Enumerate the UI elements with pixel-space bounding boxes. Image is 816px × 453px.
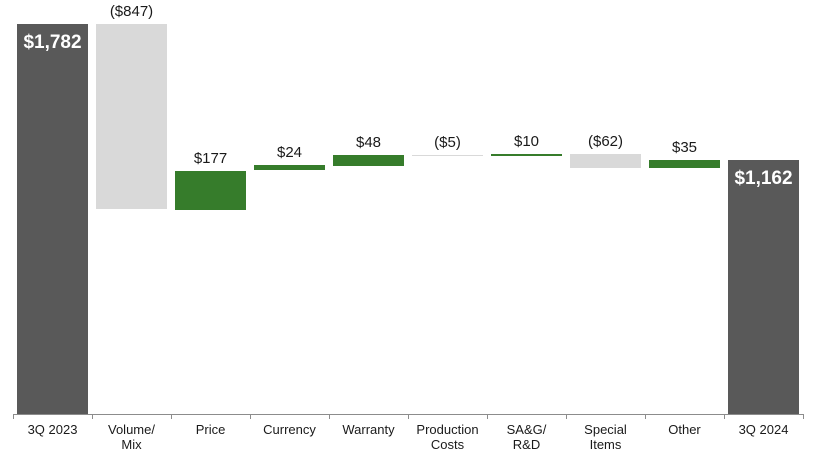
x-axis-label-special-items: Special Items <box>584 422 627 452</box>
x-axis-tick <box>724 414 725 419</box>
x-axis-tick <box>92 414 93 419</box>
value-label-volume-mix: ($847) <box>109 3 154 20</box>
value-label-warranty: $48 <box>355 134 382 151</box>
value-label-production-costs: ($5) <box>434 134 461 151</box>
x-axis-tick <box>171 414 172 419</box>
value-label-3q-2024: $1,162 <box>734 168 793 189</box>
x-axis-label-3q-2023: 3Q 2023 <box>27 422 78 437</box>
bar-currency <box>254 165 325 170</box>
x-axis-label-sa-g-r-d: SA&G/ R&D <box>506 422 547 452</box>
value-label-special-items: ($62) <box>587 133 624 150</box>
x-axis-label-volume-mix: Volume/ Mix <box>108 422 155 452</box>
x-axis-label-warranty: Warranty <box>342 422 395 437</box>
x-axis-tick <box>329 414 330 419</box>
x-axis-tick <box>13 414 14 419</box>
bar-volume-mix <box>96 24 167 209</box>
value-label-currency: $24 <box>276 144 303 161</box>
x-axis-label-price: Price <box>195 422 226 437</box>
x-axis-tick <box>566 414 567 419</box>
bar-production-costs <box>412 155 483 156</box>
x-axis-label-3q-2024: 3Q 2024 <box>738 422 789 437</box>
x-axis-tick <box>487 414 488 419</box>
bar-3q-2024: $1,162 <box>728 160 799 414</box>
value-label-other: $35 <box>671 139 698 156</box>
x-axis-tick <box>803 414 804 419</box>
bar-price <box>175 171 246 210</box>
bar-special-items <box>570 154 641 168</box>
bar-warranty <box>333 155 404 166</box>
x-axis-label-currency: Currency <box>263 422 316 437</box>
x-axis-label-other: Other <box>668 422 701 437</box>
value-label-sa-g-r-d: $10 <box>513 133 540 150</box>
bar-3q-2023: $1,782 <box>17 24 88 414</box>
x-axis-tick <box>408 414 409 419</box>
value-label-price: $177 <box>193 150 228 167</box>
x-axis-tick <box>250 414 251 419</box>
bar-sa-g-r-d <box>491 154 562 156</box>
value-label-3q-2023: $1,782 <box>23 32 82 53</box>
x-axis-label-production-costs: Production Costs <box>416 422 479 452</box>
bar-other <box>649 160 720 168</box>
x-axis-tick <box>645 414 646 419</box>
